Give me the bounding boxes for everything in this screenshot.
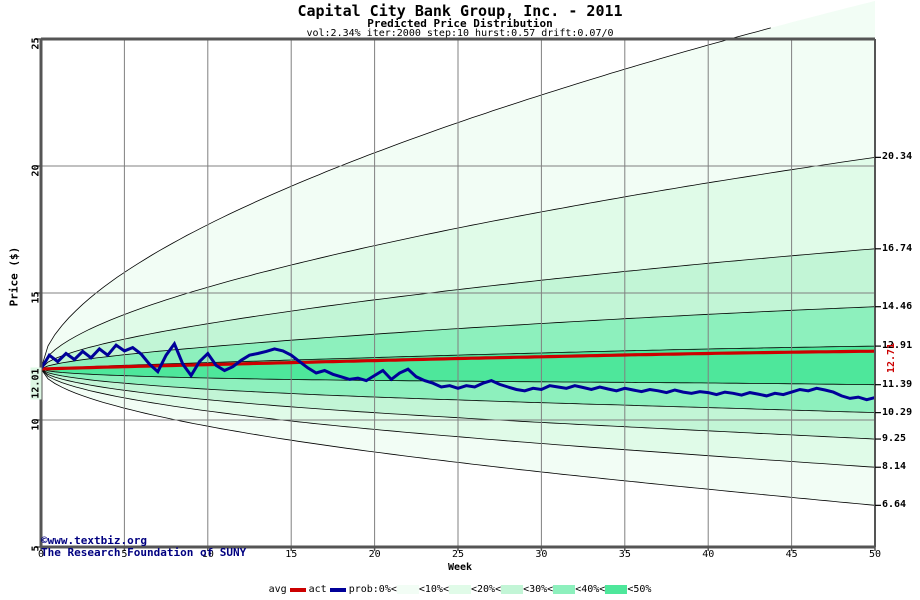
x-tick-5: 5 <box>121 549 128 560</box>
y-tick-right-20-34: 20.34 <box>882 151 913 163</box>
legend-item-10: <10%< <box>396 584 449 595</box>
legend-label: <20%< <box>470 584 502 595</box>
watermark-org: The Research Foundation of SUNY <box>41 546 247 559</box>
y-tick-right-10-29: 10.29 <box>882 406 913 418</box>
chart-parameters: vol:2.34% iter:2000 step:10 hurst:0.57 d… <box>306 28 614 39</box>
legend-line-swatch <box>329 587 346 592</box>
legend-label: prob:0%< <box>348 584 397 595</box>
legend-color-swatch <box>448 585 471 594</box>
y-tick-right-12-91: 12.91 <box>882 340 913 352</box>
legend-color-swatch <box>605 585 628 594</box>
legend-line-swatch <box>289 587 306 592</box>
y-tick-right-16-74: 16.74 <box>882 242 913 254</box>
legend-label: act <box>308 584 327 595</box>
x-tick-10: 10 <box>201 549 214 560</box>
x-tick-35: 35 <box>618 549 631 560</box>
y-tick-left-25: 25 <box>30 37 42 50</box>
x-tick-25: 25 <box>452 549 465 560</box>
chart-legend: avg act prob:0%< <10%< <20%< <30%< <40%< <50% <box>0 584 920 595</box>
legend-color-swatch <box>553 585 576 594</box>
y-axis-label: Price ($) <box>7 246 21 307</box>
legend-label: <30%< <box>523 584 554 595</box>
y-tick-right-9-25: 9.25 <box>882 433 907 445</box>
legend-color-swatch <box>396 585 419 594</box>
legend-label: avg <box>268 584 287 595</box>
avg-price-label: 12.71 <box>886 343 897 374</box>
x-tick-20: 20 <box>368 549 381 560</box>
watermark-site: ©www.textbiz.org <box>41 534 147 547</box>
y-tick-right-6-64: 6.64 <box>882 499 907 511</box>
x-tick-0: 0 <box>38 549 45 560</box>
legend-item-act: act <box>309 584 349 595</box>
y-tick-right-11-39: 11.39 <box>882 378 913 390</box>
x-tick-50: 50 <box>869 549 882 560</box>
x-tick-15: 15 <box>285 549 298 560</box>
chart-title: Capital City Bank Group, Inc. - 2011 <box>297 2 623 20</box>
legend-label: <10%< <box>418 584 449 595</box>
x-tick-40: 40 <box>702 549 715 560</box>
y-tick-left-12-01: 12.01 <box>30 367 42 400</box>
legend-item-50: <50% <box>605 584 651 595</box>
x-axis-label: Week <box>447 562 473 573</box>
y-tick-left-20: 20 <box>30 164 42 177</box>
y-tick-right-8-14: 8.14 <box>882 461 907 473</box>
x-tick-30: 30 <box>535 549 548 560</box>
legend-item-prob0: prob:0%< <box>349 584 397 595</box>
y-tick-left-10: 10 <box>30 418 42 431</box>
legend-item-avg: avg <box>269 584 309 595</box>
legend-item-20: <20%< <box>448 584 502 595</box>
legend-label: <50% <box>627 584 652 595</box>
legend-item-30: <30%< <box>501 584 553 595</box>
legend-item-40: <40%< <box>553 584 605 595</box>
legend-label: <40%< <box>575 584 606 595</box>
legend-color-swatch <box>501 585 524 594</box>
y-tick-right-14-46: 14.46 <box>882 300 913 312</box>
y-tick-left-15: 15 <box>30 291 42 304</box>
chart-subtitle: Predicted Price Distribution <box>367 17 553 30</box>
x-tick-45: 45 <box>785 549 798 560</box>
